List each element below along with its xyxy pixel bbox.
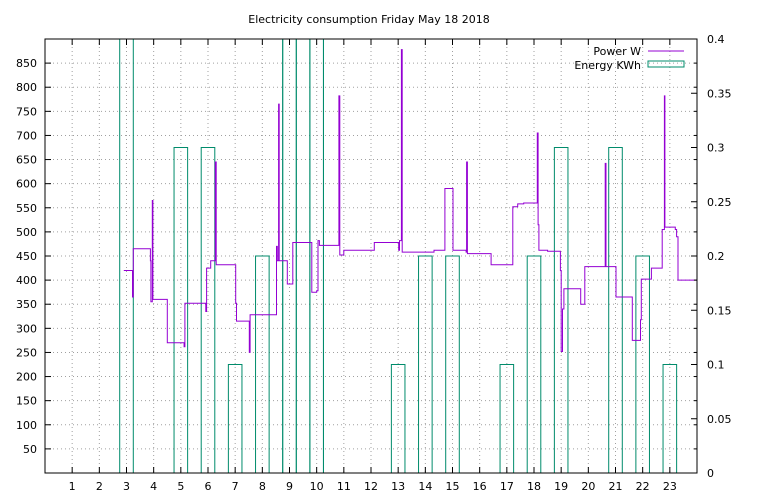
x-tick-label: 22 bbox=[636, 480, 650, 493]
y-left-tick-label: 250 bbox=[16, 346, 37, 359]
x-tick-label: 6 bbox=[205, 480, 212, 493]
y-right-tick-label: 0.25 bbox=[707, 196, 732, 209]
energy-box bbox=[255, 255, 270, 474]
y-left-tick-label: 550 bbox=[16, 202, 37, 215]
energy-box bbox=[499, 364, 515, 474]
energy-box bbox=[227, 364, 243, 474]
x-tick-label: 20 bbox=[581, 480, 595, 493]
y-right-tick-label: 0.1 bbox=[707, 359, 725, 372]
x-tick-label: 21 bbox=[609, 480, 623, 493]
energy-box bbox=[418, 255, 433, 474]
x-tick-label: 12 bbox=[364, 480, 378, 493]
energy-box bbox=[662, 364, 678, 474]
y-right-tick-label: 0.15 bbox=[707, 304, 732, 317]
power-series-line bbox=[123, 49, 697, 353]
y-left-tick-label: 850 bbox=[16, 57, 37, 70]
x-tick-label: 19 bbox=[554, 480, 568, 493]
x-tick-label: 17 bbox=[500, 480, 514, 493]
power-line bbox=[123, 49, 697, 353]
x-tick-label: 15 bbox=[446, 480, 460, 493]
ticks: 5010015020025030035040045050055060065070… bbox=[16, 33, 732, 493]
legend-swatch-energy bbox=[647, 60, 685, 68]
y-left-tick-label: 450 bbox=[16, 250, 37, 263]
x-tick-label: 1 bbox=[69, 480, 76, 493]
y-left-tick-label: 500 bbox=[16, 226, 37, 239]
energy-box bbox=[635, 255, 650, 474]
y-left-tick-label: 750 bbox=[16, 105, 37, 118]
x-tick-label: 8 bbox=[259, 480, 266, 493]
x-tick-label: 2 bbox=[96, 480, 103, 493]
x-tick-label: 23 bbox=[663, 480, 677, 493]
y-left-tick-label: 400 bbox=[16, 274, 37, 287]
energy-box bbox=[526, 255, 542, 474]
grid bbox=[45, 39, 697, 473]
x-tick-label: 10 bbox=[310, 480, 324, 493]
x-tick-label: 3 bbox=[123, 480, 130, 493]
y-left-tick-label: 150 bbox=[16, 395, 37, 408]
y-left-tick-label: 350 bbox=[16, 298, 37, 311]
energy-box bbox=[173, 147, 189, 474]
y-left-tick-label: 200 bbox=[16, 371, 37, 384]
x-tick-label: 14 bbox=[418, 480, 432, 493]
y-left-tick-label: 650 bbox=[16, 154, 37, 167]
legend-label-power: Power W bbox=[593, 45, 641, 58]
x-tick-label: 13 bbox=[391, 480, 405, 493]
x-tick-label: 5 bbox=[177, 480, 184, 493]
y-left-tick-label: 50 bbox=[23, 443, 37, 456]
chart-title: Electricity consumption Friday May 18 20… bbox=[248, 13, 489, 26]
x-tick-label: 18 bbox=[527, 480, 541, 493]
x-tick-label: 4 bbox=[150, 480, 157, 493]
energy-box bbox=[445, 255, 460, 474]
y-right-tick-label: 0.35 bbox=[707, 87, 732, 100]
x-tick-label: 16 bbox=[473, 480, 487, 493]
x-tick-label: 9 bbox=[286, 480, 293, 493]
energy-box bbox=[200, 147, 216, 474]
x-tick-label: 11 bbox=[337, 480, 351, 493]
y-left-tick-label: 800 bbox=[16, 81, 37, 94]
legend-label-energy: Energy KWh bbox=[574, 59, 641, 72]
energy-box bbox=[608, 147, 623, 474]
y-left-tick-label: 300 bbox=[16, 322, 37, 335]
y-right-tick-label: 0.4 bbox=[707, 33, 725, 46]
y-right-tick-label: 0.2 bbox=[707, 250, 725, 263]
y-right-tick-label: 0.3 bbox=[707, 142, 725, 155]
y-left-tick-label: 100 bbox=[16, 419, 37, 432]
y-left-tick-label: 700 bbox=[16, 129, 37, 142]
y-left-tick-label: 600 bbox=[16, 178, 37, 191]
legend: Power W Energy KWh bbox=[574, 45, 685, 72]
y-right-tick-label: 0.05 bbox=[707, 413, 732, 426]
x-tick-label: 7 bbox=[232, 480, 239, 493]
y-right-tick-label: 0 bbox=[707, 467, 714, 480]
energy-box bbox=[390, 364, 406, 474]
